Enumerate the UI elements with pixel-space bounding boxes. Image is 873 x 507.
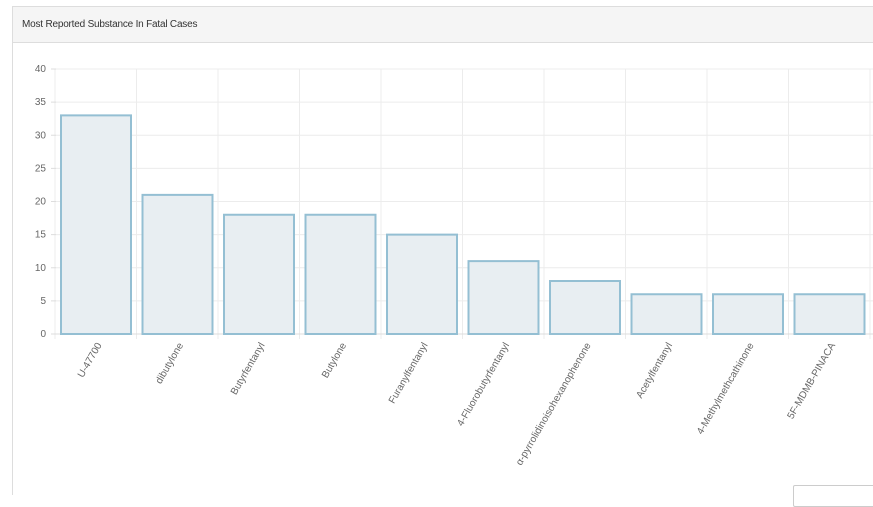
- x-tick-label: 4-Methylmethcathinone: [695, 341, 757, 437]
- bar[interactable]: [793, 293, 866, 335]
- bar[interactable]: [60, 114, 132, 335]
- bar[interactable]: [549, 280, 621, 335]
- x-tick-label: U-47700: [76, 341, 105, 380]
- x-tick-label: α-pyrrolidinoisohexanophenone: [514, 341, 594, 468]
- bar[interactable]: [141, 193, 214, 335]
- bars: [60, 114, 866, 335]
- x-tick-label: 5F-MDMB-PINACA: [786, 341, 839, 421]
- y-axis-ticks: 0 5 10 15 20 25 30 35 40: [35, 64, 56, 340]
- y-tick-label: 5: [40, 296, 46, 307]
- bar[interactable]: [304, 213, 377, 335]
- grid-lines: [54, 68, 873, 339]
- y-tick-label: 30: [35, 130, 47, 141]
- x-tick-label: Acetylfentanyl: [634, 341, 675, 400]
- y-tick-label: 20: [35, 197, 47, 208]
- bar[interactable]: [467, 260, 540, 335]
- bar-chart: 0 5 10 15 20 25 30 35 40 U-47700 dibutylone Butyrf…: [35, 64, 873, 468]
- y-tick-label: 25: [35, 163, 47, 174]
- corner-control[interactable]: [793, 485, 873, 507]
- panel-title: Most Reported Substance In Fatal Cases: [13, 7, 873, 43]
- x-tick-label: Butyrfentanyl: [229, 341, 268, 397]
- y-tick-label: 0: [40, 329, 46, 340]
- y-tick-label: 40: [35, 64, 47, 75]
- bar[interactable]: [386, 233, 458, 335]
- y-tick-label: 15: [35, 230, 47, 241]
- x-tick-label: 4-Fluorobutyrfentanyl: [455, 341, 512, 428]
- x-tick-label: Furanylfentanyl: [387, 341, 431, 406]
- bar[interactable]: [223, 213, 295, 335]
- x-tick-label: Butylone: [320, 341, 349, 381]
- bar[interactable]: [630, 293, 703, 335]
- bar[interactable]: [712, 293, 784, 335]
- y-tick-label: 10: [35, 263, 47, 274]
- x-axis-ticks: U-47700 dibutylone Butyrfentanyl Butylone Fu…: [76, 341, 838, 468]
- y-tick-label: 35: [35, 97, 47, 108]
- x-tick-label: dibutylone: [154, 341, 187, 386]
